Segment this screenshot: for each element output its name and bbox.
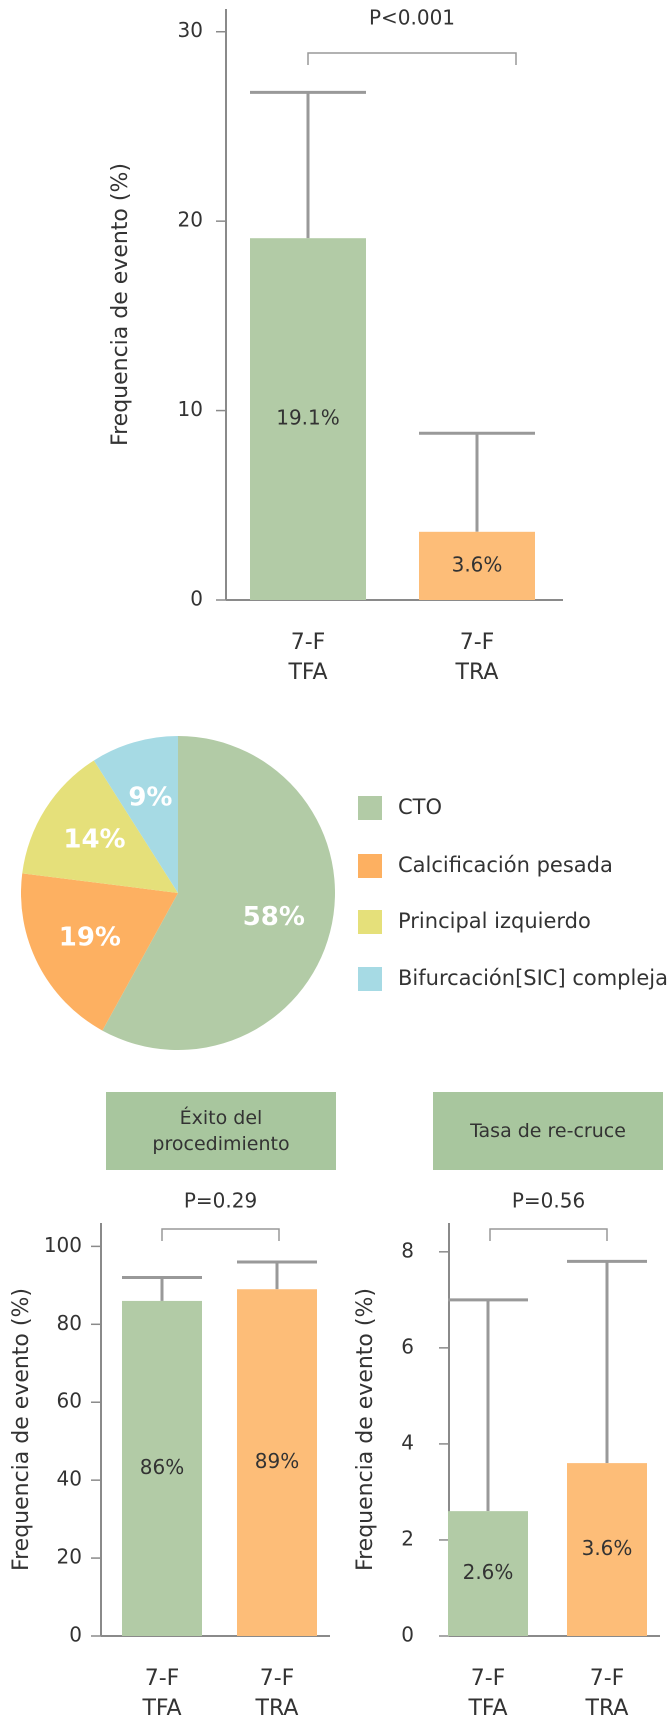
- value-label: 89%: [255, 1449, 299, 1473]
- pie-slice: [20, 873, 179, 1031]
- x-tick-label: 7-F TFA: [142, 1666, 182, 1721]
- x-tick-label: 7-F TRA: [255, 1666, 299, 1721]
- y-tick-label: 100: [44, 1233, 82, 1257]
- pie-slice: [102, 736, 335, 1050]
- bar: [567, 1463, 647, 1636]
- value-label: 86%: [140, 1455, 184, 1479]
- x-tick-label: 7-F TFA: [288, 630, 328, 685]
- value-label: 3.6%: [452, 552, 503, 576]
- bar: [237, 1289, 317, 1636]
- y-tick-label: 60: [57, 1389, 82, 1413]
- bar: [448, 1511, 528, 1636]
- p-value: P=0.56: [512, 1189, 585, 1213]
- legend-label: Principal izquierdo: [398, 909, 591, 933]
- y-tick-label: 0: [401, 1623, 414, 1647]
- pie-slice: [93, 736, 178, 893]
- y-tick-label: 10: [178, 397, 203, 421]
- p-value: P<0.001: [369, 6, 455, 30]
- significance-bracket: [161, 1228, 280, 1241]
- y-tick-label: 0: [190, 587, 203, 611]
- y-tick-label: 30: [178, 18, 203, 42]
- significance-bracket: [307, 52, 517, 65]
- legend-label: CTO: [398, 795, 442, 819]
- y-axis-label: Frequencia de evento (%): [353, 1288, 378, 1571]
- y-axis-label: Frequencia de evento (%): [108, 163, 133, 446]
- value-label: 3.6%: [582, 1536, 633, 1560]
- x-tick-label: 7-F TFA: [468, 1666, 508, 1721]
- y-tick-label: 20: [178, 208, 203, 232]
- legend-swatch: [358, 967, 382, 991]
- y-tick-label: 8: [401, 1238, 414, 1262]
- bar: [250, 238, 366, 601]
- panel-title: Tasa de re-cruce: [433, 1092, 663, 1170]
- x-tick-label: 7-F TRA: [455, 630, 499, 685]
- y-tick-label: 6: [401, 1334, 414, 1358]
- legend-swatch: [358, 854, 382, 878]
- x-tick-label: 7-F TRA: [585, 1666, 629, 1721]
- bar: [122, 1300, 202, 1636]
- slice-label: 58%: [243, 902, 305, 932]
- y-tick-label: 80: [57, 1311, 82, 1335]
- p-value: P=0.29: [184, 1189, 257, 1213]
- legend-swatch: [358, 796, 382, 820]
- legend-swatch: [358, 910, 382, 934]
- value-label: 2.6%: [463, 1560, 514, 1584]
- y-tick-label: 2: [401, 1526, 414, 1550]
- slice-label: 14%: [63, 825, 125, 855]
- y-tick-label: 4: [401, 1430, 414, 1454]
- legend-label: Bifurcación[SIC] compleja: [398, 966, 668, 990]
- value-label: 19.1%: [276, 406, 340, 430]
- legend-label: Calcificación pesada: [398, 853, 613, 877]
- pie-slice: [22, 760, 178, 893]
- slice-label: 9%: [128, 783, 172, 813]
- panel-title: Éxito del procedimiento: [106, 1092, 336, 1170]
- bar: [419, 531, 535, 600]
- y-tick-label: 20: [57, 1545, 82, 1569]
- slice-label: 19%: [59, 922, 121, 952]
- y-tick-label: 0: [69, 1623, 82, 1647]
- significance-bracket: [489, 1228, 608, 1241]
- y-tick-label: 40: [57, 1467, 82, 1491]
- y-axis-label: Frequencia de evento (%): [9, 1288, 34, 1571]
